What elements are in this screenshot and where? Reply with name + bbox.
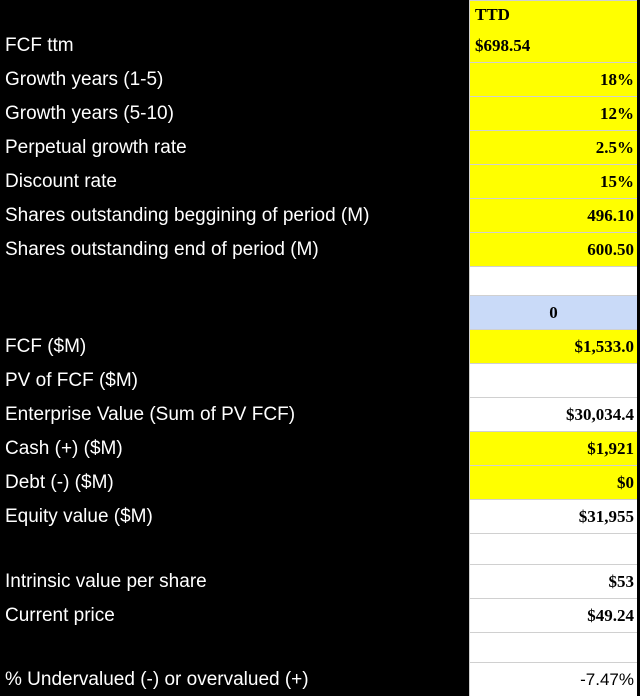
row-label: Current price <box>5 605 115 626</box>
row-perpetual-growth: Perpetual growth rate 2.5% <box>0 131 640 165</box>
row-label: Growth years (1-5) <box>5 69 164 90</box>
header-row: TTD <box>0 0 640 34</box>
row-label: FCF ($M) <box>5 336 87 357</box>
row-enterprise-value: Enterprise Value (Sum of PV FCF) $30,034… <box>0 398 640 432</box>
result-cell[interactable]: -7.47% <box>469 663 638 696</box>
row-current-price: Current price $49.24 <box>0 599 640 633</box>
row-result: % Undervalued (-) or overvalued (+) -7.4… <box>0 663 640 696</box>
discount-rate-cell[interactable]: 15% <box>469 165 638 199</box>
row-empty <box>0 267 640 301</box>
cash-cell[interactable]: $1,921 <box>469 432 638 466</box>
row-label: PV of FCF ($M) <box>5 370 139 391</box>
row-period: 0 <box>0 296 640 330</box>
row-label: Discount rate <box>5 171 117 192</box>
row-discount-rate: Discount rate 15% <box>0 165 640 199</box>
row-label: Equity value ($M) <box>5 506 153 527</box>
row-fcf: FCF ($M) $1,533.0 <box>0 330 640 364</box>
equity-value-cell[interactable]: $31,955 <box>469 500 638 534</box>
row-label: Enterprise Value (Sum of PV FCF) <box>5 404 296 425</box>
row-pv-fcf: PV of FCF ($M) <box>0 364 640 398</box>
shares-end-cell[interactable]: 600.50 <box>469 233 638 267</box>
row-shares-begin: Shares outstanding beggining of period (… <box>0 199 640 233</box>
row-label: FCF ttm <box>5 35 74 56</box>
row-label: Debt (-) ($M) <box>5 472 114 493</box>
growth-5-10-cell[interactable]: 12% <box>469 97 638 131</box>
row-label: Cash (+) ($M) <box>5 438 123 459</box>
row-debt: Debt (-) ($M) $0 <box>0 466 640 500</box>
row-label: Perpetual growth rate <box>5 137 187 158</box>
fcf-cell[interactable]: $1,533.0 <box>469 330 638 364</box>
row-empty <box>0 534 640 568</box>
empty-cell[interactable] <box>469 267 638 296</box>
row-equity-value: Equity value ($M) $31,955 <box>0 500 640 534</box>
growth-1-5-cell[interactable]: 18% <box>469 63 638 97</box>
empty-cell[interactable] <box>469 534 638 565</box>
enterprise-value-cell[interactable]: $30,034.4 <box>469 398 638 432</box>
shares-begin-cell[interactable]: 496.10 <box>469 199 638 233</box>
fcf-ttm-cell[interactable]: $698.54 <box>469 29 638 63</box>
row-fcf-ttm: FCF ttm $698.54 <box>0 29 640 63</box>
row-empty <box>0 633 640 667</box>
period-cell[interactable]: 0 <box>469 296 638 330</box>
intrinsic-value-cell[interactable]: $53 <box>469 565 638 599</box>
row-shares-end: Shares outstanding end of period (M) 600… <box>0 233 640 267</box>
empty-cell[interactable] <box>469 633 638 663</box>
row-label: Intrinsic value per share <box>5 571 207 592</box>
row-growth-5-10: Growth years (5-10) 12% <box>0 97 640 131</box>
perpetual-growth-cell[interactable]: 2.5% <box>469 131 638 165</box>
current-price-cell[interactable]: $49.24 <box>469 599 638 633</box>
pv-fcf-cell[interactable] <box>469 364 638 398</box>
row-growth-1-5: Growth years (1-5) 18% <box>0 63 640 97</box>
debt-cell[interactable]: $0 <box>469 466 638 500</box>
row-label: Shares outstanding end of period (M) <box>5 239 319 260</box>
sheet-edge <box>637 0 640 696</box>
row-label: Growth years (5-10) <box>5 103 174 124</box>
row-intrinsic-value: Intrinsic value per share $53 <box>0 565 640 599</box>
row-cash: Cash (+) ($M) $1,921 <box>0 432 640 466</box>
row-label: Shares outstanding beggining of period (… <box>5 205 370 226</box>
row-label: % Undervalued (-) or overvalued (+) <box>5 669 309 690</box>
ticker-cell[interactable]: TTD <box>469 0 638 30</box>
